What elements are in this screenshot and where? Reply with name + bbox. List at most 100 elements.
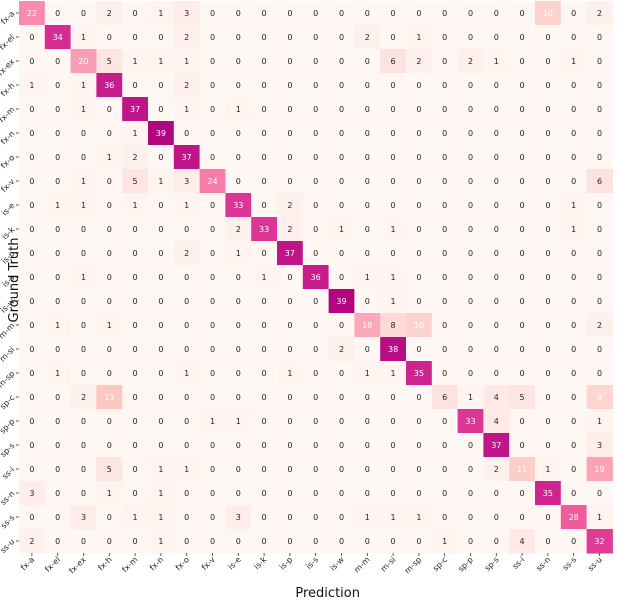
- cell-value-label: 0: [29, 201, 34, 210]
- heatmap-cell: [457, 97, 484, 122]
- heatmap-cell: [328, 289, 355, 314]
- cell-value-label: 0: [107, 201, 112, 210]
- cell-value-label: 0: [365, 225, 370, 234]
- cell-value-label: 0: [339, 81, 344, 90]
- heatmap-cell: [302, 217, 330, 242]
- heatmap-cell: [277, 145, 304, 170]
- heatmap-cell: [354, 409, 381, 434]
- heatmap-cell: [148, 337, 175, 362]
- cell-value-label: 1: [133, 201, 138, 210]
- cell-value-label: 0: [55, 417, 60, 426]
- heatmap-cell: [96, 505, 123, 530]
- heatmap-cell: [225, 457, 252, 482]
- cell-value-label: 0: [262, 393, 267, 402]
- heatmap-cell: [586, 289, 613, 314]
- heatmap-cell: [251, 193, 278, 218]
- cell-value-label: 0: [571, 393, 576, 402]
- heatmap-cell: [328, 169, 355, 194]
- heatmap-cell: [225, 193, 252, 218]
- cell-value-label: 1: [158, 57, 163, 66]
- cell-value-label: 1: [236, 417, 241, 426]
- heatmap-cell: [483, 97, 510, 122]
- heatmap-cell: [225, 73, 252, 98]
- cell-value-label: 0: [520, 513, 525, 522]
- heatmap-cell: [96, 265, 123, 290]
- heatmap-cell: [509, 409, 536, 434]
- cell-value-label: 0: [313, 129, 318, 138]
- heatmap-cell: [251, 481, 278, 506]
- cell-value-label: 3: [184, 9, 189, 18]
- cell-value-label: 0: [55, 153, 60, 162]
- heatmap-cell: [380, 385, 407, 410]
- cell-value-label: 0: [597, 129, 602, 138]
- heatmap-cell: [586, 241, 613, 266]
- cell-value-label: 0: [210, 465, 215, 474]
- cell-value-label: 0: [210, 369, 215, 378]
- heatmap-cell: [380, 313, 407, 338]
- heatmap-cell: [380, 1, 407, 26]
- heatmap-cell: [535, 217, 562, 242]
- cell-value-label: 0: [55, 225, 60, 234]
- heatmap-cell: [96, 457, 123, 482]
- heatmap-cell: [535, 433, 562, 458]
- heatmap-cell: [70, 409, 97, 434]
- cell-value-label: 0: [210, 345, 215, 354]
- cell-value-label: 0: [313, 177, 318, 186]
- heatmap-cell: [277, 169, 304, 194]
- heatmap-cell: [535, 529, 562, 554]
- heatmap-cell: [560, 25, 588, 50]
- heatmap-cell: [96, 193, 123, 218]
- cell-value-label: 5: [107, 465, 112, 474]
- heatmap-cell: [586, 505, 613, 530]
- heatmap-cell: [483, 49, 510, 74]
- cell-value-label: 0: [287, 105, 292, 114]
- heatmap-cell: [431, 97, 459, 122]
- cell-value-label: 0: [545, 81, 550, 90]
- cell-value-label: 0: [520, 33, 525, 42]
- cell-value-label: 1: [597, 417, 602, 426]
- cell-value-label: 0: [158, 345, 163, 354]
- cell-value-label: 0: [520, 369, 525, 378]
- cell-value-label: 1: [184, 57, 189, 66]
- cell-value-label: 0: [494, 297, 499, 306]
- heatmap-cell: [70, 49, 97, 74]
- cell-value-label: 0: [365, 81, 370, 90]
- cell-value-label: 0: [184, 273, 189, 282]
- cell-value-label: 0: [571, 153, 576, 162]
- heatmap-cell: [277, 289, 304, 314]
- cell-value-label: 0: [262, 417, 267, 426]
- cell-value-label: 0: [545, 57, 550, 66]
- heatmap-cell: [199, 409, 226, 434]
- x-axis-label: Prediction: [295, 586, 360, 601]
- heatmap-cell: [483, 1, 510, 26]
- heatmap-cell: [406, 1, 433, 26]
- heatmap-cell: [560, 145, 588, 170]
- cell-value-label: 2: [494, 465, 499, 474]
- heatmap-cell: [122, 97, 149, 122]
- cell-value-label: 0: [520, 105, 525, 114]
- heatmap-cell: [457, 433, 484, 458]
- heatmap-cell: [173, 1, 201, 26]
- heatmap-cell: [380, 241, 407, 266]
- cell-value-label: 6: [391, 57, 396, 66]
- cell-value-label: 0: [545, 417, 550, 426]
- cell-value-label: 0: [339, 33, 344, 42]
- heatmap-cell: [586, 529, 613, 554]
- heatmap-cell: [173, 265, 201, 290]
- heatmap-cell: [586, 73, 613, 98]
- cell-value-label: 0: [468, 537, 473, 546]
- cell-value-label: 0: [468, 441, 473, 450]
- heatmap-cell: [535, 25, 562, 50]
- cell-value-label: 0: [494, 369, 499, 378]
- heatmap-cell: [251, 145, 278, 170]
- heatmap-cell: [535, 169, 562, 194]
- cell-value-label: 0: [571, 33, 576, 42]
- heatmap-cell: [251, 385, 278, 410]
- cell-value-label: 0: [571, 537, 576, 546]
- y-tick-label: ss-i: [1, 465, 17, 481]
- heatmap-cell: [96, 409, 123, 434]
- heatmap-cell: [431, 457, 459, 482]
- cell-value-label: 0: [210, 513, 215, 522]
- heatmap-cell: [302, 1, 330, 26]
